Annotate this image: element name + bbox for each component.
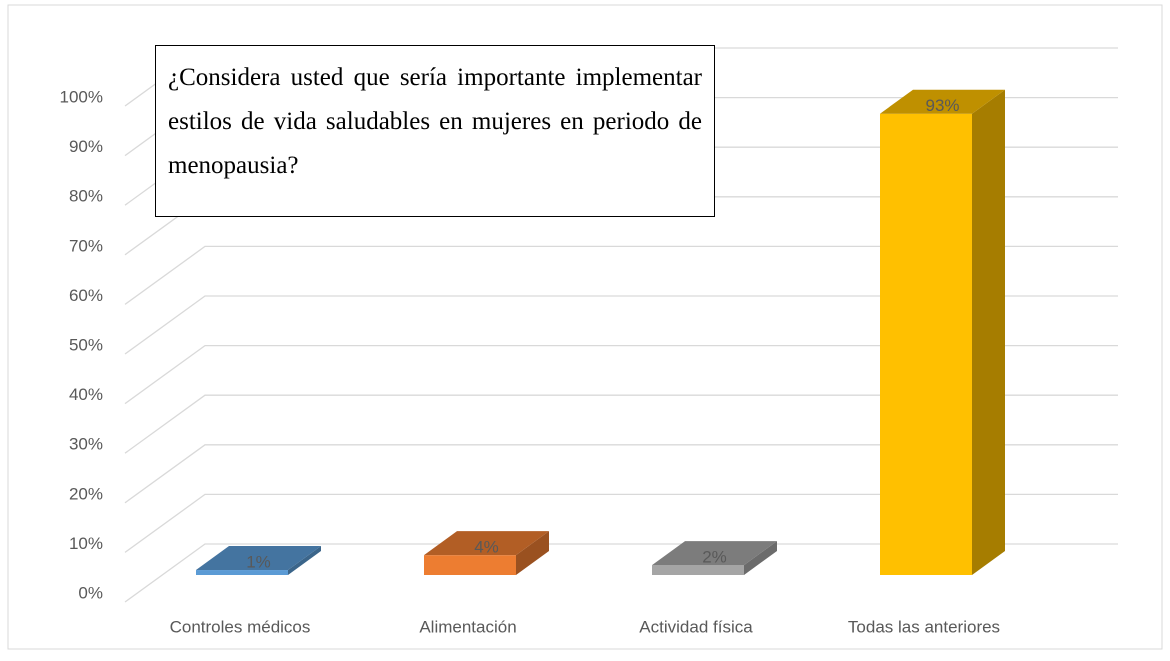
- grid-line: [124, 394, 1118, 454]
- bar-side: [288, 546, 321, 575]
- grid-line: [124, 543, 1118, 603]
- x-tick-label: Alimentación: [419, 617, 516, 636]
- grid-line: [124, 493, 1118, 553]
- y-tick-label: 50%: [69, 335, 103, 354]
- y-tick-label: 20%: [69, 484, 103, 503]
- y-tick-label: 30%: [69, 435, 103, 454]
- bar-side: [516, 531, 549, 575]
- bar-top: [196, 546, 321, 571]
- data-label: 1%: [246, 553, 271, 572]
- chart-border: [7, 4, 1163, 650]
- grid-line: [124, 344, 1118, 405]
- bar-top: [424, 531, 549, 556]
- data-label: 93%: [925, 96, 959, 115]
- bar: [196, 570, 288, 575]
- y-tick-label: 10%: [69, 534, 103, 553]
- bar: [652, 565, 744, 575]
- chart-title: ¿Considera usted que sería importante im…: [155, 45, 715, 217]
- y-tick-label: 40%: [69, 385, 103, 404]
- grid-line: [124, 444, 1118, 504]
- bar-side: [744, 541, 777, 575]
- data-label: 4%: [474, 538, 499, 557]
- x-tick-label: Todas las anteriores: [848, 617, 1000, 636]
- bar-side: [972, 89, 1005, 575]
- data-label: 2%: [702, 548, 727, 567]
- y-tick-label: 80%: [69, 187, 103, 206]
- y-tick-label: 70%: [69, 236, 103, 255]
- bar: [424, 555, 516, 575]
- y-tick-label: 90%: [69, 137, 103, 156]
- bar-top: [652, 541, 777, 566]
- x-tick-label: Actividad física: [639, 617, 753, 636]
- bar-top: [880, 89, 1005, 114]
- x-tick-label: Controles médicos: [170, 617, 311, 636]
- grid-line: [124, 245, 1118, 305]
- y-tick-label: 0%: [78, 583, 103, 602]
- y-tick-label: 60%: [69, 286, 103, 305]
- grid-line: [124, 295, 1118, 355]
- y-tick-label: 100%: [60, 87, 103, 106]
- bar: [880, 113, 972, 575]
